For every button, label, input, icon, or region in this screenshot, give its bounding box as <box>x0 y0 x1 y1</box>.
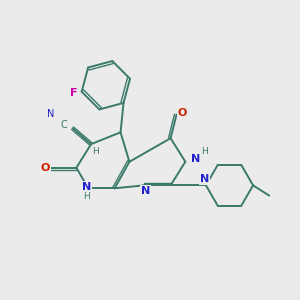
Text: N: N <box>200 174 209 184</box>
Text: N: N <box>141 186 150 196</box>
Text: C: C <box>61 120 68 130</box>
Text: N: N <box>191 154 200 164</box>
Text: O: O <box>178 108 187 118</box>
Text: N: N <box>47 109 55 119</box>
Text: H: H <box>92 147 99 156</box>
Text: O: O <box>41 163 50 173</box>
Text: F: F <box>70 88 77 98</box>
Text: N: N <box>82 182 91 192</box>
Text: H: H <box>201 147 208 156</box>
Text: H: H <box>83 192 90 201</box>
